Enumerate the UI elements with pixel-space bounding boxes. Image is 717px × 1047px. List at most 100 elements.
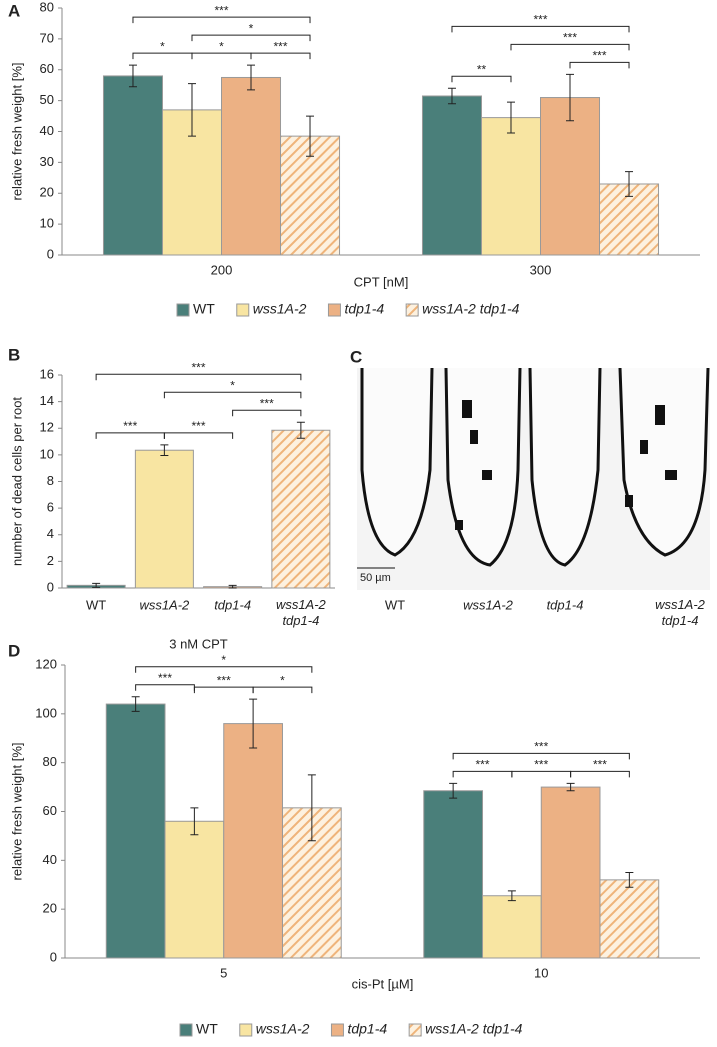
legend-swatch	[405, 303, 419, 317]
error-bar	[307, 774, 316, 842]
significance-bracket	[569, 61, 630, 69]
label-line: tdp1-4	[662, 613, 699, 628]
y-tick-label: 8	[47, 473, 54, 488]
bar	[221, 76, 282, 256]
y-tick-label: 20	[40, 185, 54, 200]
significance-bracket	[163, 432, 234, 439]
y-tick-label: 60	[40, 61, 54, 76]
root-label: wss1A-2	[463, 597, 514, 612]
error-bar	[228, 584, 237, 589]
significance-label: *	[249, 21, 254, 35]
y-axis-label: number of dead cells per root	[9, 397, 24, 566]
x-tick-label: 10	[534, 965, 548, 980]
significance-label: ***	[593, 758, 607, 772]
significance-bracket	[232, 409, 302, 417]
y-tick-label: 2	[47, 553, 54, 568]
legend-swatch	[327, 303, 341, 317]
significance-label: ***	[260, 396, 274, 410]
root-label: WT	[385, 597, 405, 612]
x-tick-label: 200	[211, 262, 233, 277]
legend-label: wss1A-2 tdp1-4	[422, 301, 519, 317]
significance-bracket	[452, 770, 513, 778]
error-bar	[566, 782, 575, 792]
scale-bar-label: 50 µm	[360, 572, 391, 584]
y-tick-label: 16	[40, 366, 54, 381]
significance-label: ***	[214, 3, 228, 17]
x-tick-label: tdp1-4	[214, 597, 251, 612]
y-tick-label: 4	[47, 526, 54, 541]
panel-letter: C	[350, 347, 362, 366]
y-tick-label: 120	[35, 656, 57, 671]
significance-label: *	[230, 378, 235, 392]
error-bar	[187, 83, 196, 137]
y-tick-label: 50	[40, 92, 54, 107]
significance-bracket	[135, 666, 313, 673]
panel-c: 50 µm C	[350, 347, 710, 590]
y-tick-label: 40	[43, 852, 57, 867]
bar	[102, 75, 163, 256]
panel-letter: B	[8, 345, 20, 364]
error-bar	[306, 115, 315, 157]
y-tick-label: 20	[43, 901, 57, 916]
error-bar	[249, 698, 258, 749]
significance-bracket	[95, 432, 165, 439]
error-bar	[128, 64, 137, 88]
significance-bracket	[250, 52, 311, 60]
x-axis-label: CPT [nM]	[354, 274, 409, 289]
y-tick-label: 0	[47, 246, 54, 261]
error-bar	[506, 101, 515, 134]
y-tick-label: 70	[40, 30, 54, 45]
y-axis-label: relative fresh weight [%]	[9, 62, 24, 200]
legend-label: WT	[196, 1021, 218, 1037]
significance-bracket	[132, 52, 193, 60]
x-tick-label: 300	[530, 262, 552, 277]
x-axis-label: 3 nM CPT	[169, 636, 228, 651]
error-bar	[625, 171, 634, 197]
y-tick-label: 30	[40, 154, 54, 169]
panel-letter: D	[8, 641, 20, 660]
significance-bracket	[95, 373, 302, 381]
significance-bracket	[132, 16, 311, 24]
significance-bracket	[191, 34, 311, 42]
legend-label: tdp1-4	[344, 301, 384, 317]
legend-label: wss1A-2	[256, 1021, 310, 1037]
panel-letter: A	[8, 1, 20, 20]
error-bar	[247, 64, 256, 91]
significance-bracket	[510, 43, 630, 51]
significance-bracket	[451, 25, 630, 33]
legend-label: wss1A-2	[253, 301, 307, 317]
legend-label: WT	[193, 301, 215, 317]
y-tick-label: 100	[35, 705, 57, 720]
label-line: wss1A-2	[655, 597, 706, 612]
significance-label: ***	[563, 31, 577, 45]
y-tick-label: 6	[47, 500, 54, 515]
error-bar	[566, 73, 575, 122]
root-label: wss1A-2 tdp1-4	[655, 597, 706, 628]
significance-label: *	[160, 39, 165, 53]
x-tick-label: wss1A-2	[139, 597, 190, 612]
significance-bracket	[163, 391, 302, 399]
legend-label: wss1A-2 tdp1-4	[425, 1021, 522, 1037]
significance-label: ***	[217, 673, 231, 687]
error-bar	[190, 807, 199, 836]
bar	[480, 117, 541, 256]
bar	[105, 703, 166, 959]
y-tick-label: 60	[43, 803, 57, 818]
dead-cells	[455, 400, 677, 530]
bar	[271, 429, 331, 589]
error-bar	[131, 696, 140, 712]
label-line: wss1A-2	[276, 597, 327, 612]
significance-bracket	[252, 686, 313, 694]
error-bar	[449, 782, 458, 799]
y-tick-label: 80	[43, 754, 57, 769]
x-tick-label: 5	[220, 965, 227, 980]
significance-bracket	[451, 75, 512, 83]
significance-label: *	[280, 673, 285, 687]
bar	[540, 97, 601, 256]
error-bar	[92, 582, 101, 588]
y-axis-label: relative fresh weight [%]	[9, 742, 24, 880]
legend-swatch	[236, 303, 250, 317]
significance-label: ***	[534, 758, 548, 772]
significance-bracket	[570, 770, 630, 778]
